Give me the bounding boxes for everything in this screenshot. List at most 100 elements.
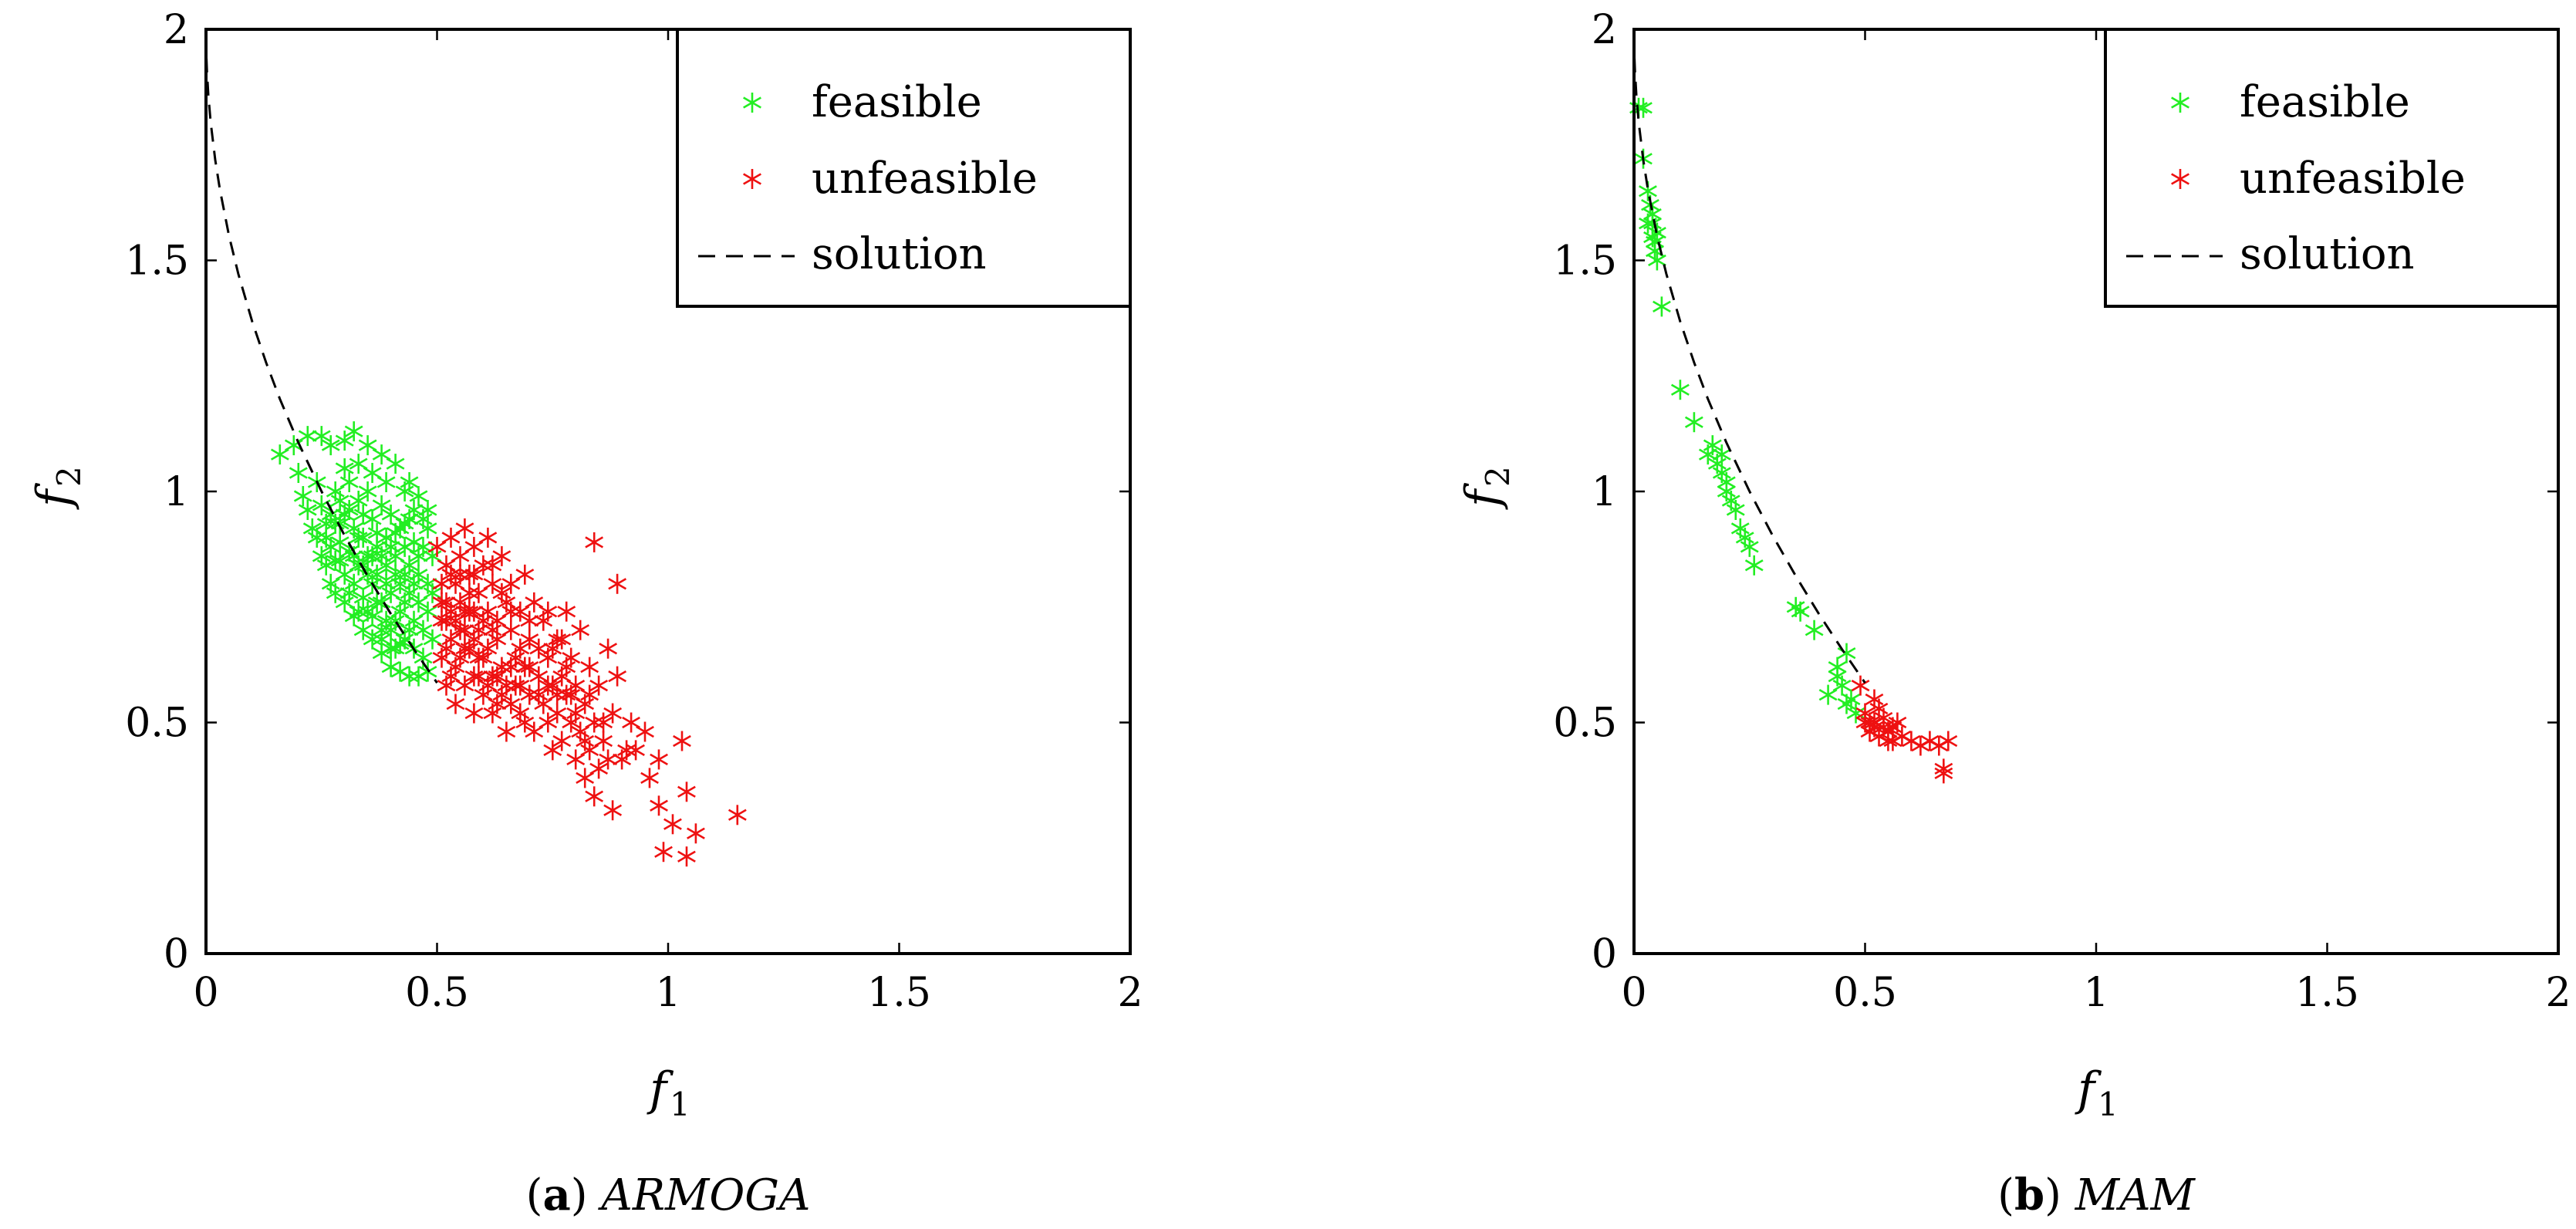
legend-unfeasible-marker-icon [2171,169,2189,189]
feasible-point [1646,231,1664,252]
unfeasible-point [529,638,549,659]
unfeasible-point [437,610,456,631]
plot-area-armoga [205,58,747,867]
feasible-point [349,491,368,511]
unfeasible-point [464,666,484,687]
feasible-point [289,463,308,483]
feasible-point [367,592,387,613]
unfeasible-point [599,749,618,770]
feasible-point [372,444,391,465]
x-tick-label: 1.5 [867,970,931,1016]
feasible-point [335,564,354,585]
unfeasible-point [464,629,484,650]
legend-feasible-marker-icon [2171,93,2189,113]
feasible-point [404,573,424,594]
unfeasible-point [594,731,613,751]
y-tick-label: 1 [1592,469,1617,515]
unfeasible-point [497,675,516,696]
feasible-point [418,601,437,622]
feasible-point [353,505,373,525]
feasible-point [316,527,336,548]
feasible-point [1805,620,1824,640]
feasible-point [386,610,405,631]
feasible-point [376,610,396,631]
feasible-point [298,426,317,447]
svg-text:1: 1 [670,1086,690,1123]
unfeasible-point [728,805,747,826]
feasible-point [339,500,359,520]
unfeasible-point [488,666,507,687]
feasible-point [358,435,377,456]
feasible-point [386,454,405,474]
feasible-point [395,564,414,585]
feasible-point [367,522,387,543]
axis-ticks-mam: 0 0.5 1 1.5 2 0 0.5 1 1.5 2 [1553,7,2571,1016]
unfeasible-point [589,758,609,779]
feasible-point [353,620,373,640]
unfeasible-point [515,657,535,677]
caption-mam: (b) MAM [1997,1170,2196,1221]
unfeasible-point [525,592,544,613]
feasible-point [284,435,303,456]
panel-armoga: 0 0.5 1 1.5 2 0 0.5 1 1.5 2 feasible unfeasible s… [27,7,1143,1221]
unfeasible-point [478,675,498,696]
unfeasible-point [585,786,604,807]
unfeasible-point [478,527,498,548]
unfeasible-point [492,582,511,603]
unfeasible-point [571,620,590,640]
feasible-point [339,582,359,603]
feasible-point [330,513,349,534]
feasible-point [1837,694,1856,714]
unfeasible-point [608,666,627,687]
x-tick-label: 1 [2083,970,2108,1016]
unfeasible-point [566,749,586,770]
unfeasible-point [497,721,516,742]
feasible-point [326,582,345,603]
unfeasible-point [603,703,623,724]
unfeasible-point [585,712,604,733]
legend-box-armoga [676,28,1132,308]
y-tick-label: 2 [164,7,189,53]
feasible-point [1726,500,1745,520]
unfeasible-point [469,582,488,603]
feasible-point [1670,380,1690,400]
unfeasible-point [557,684,576,705]
unfeasible-point [460,601,479,622]
unfeasible-point [636,721,654,742]
feasible-point [1712,444,1731,465]
unfeasible-point [488,694,507,714]
feasible-point [358,481,377,501]
feasible-point [353,527,373,548]
legend-mam: feasible unfeasible solution [2104,28,2560,308]
unfeasible-point [626,740,645,761]
unfeasible-point [663,814,682,835]
feasible-point [1846,703,1865,724]
unfeasible-point [511,638,530,659]
unfeasible-point [460,564,479,585]
feasible-point [335,430,354,451]
feasible-point [349,601,368,622]
feasible-point [270,444,289,465]
feasible-point [372,629,391,650]
axis-ticks-armoga: 0 0.5 1 1.5 2 0 0.5 1 1.5 2 [125,7,1143,1016]
unfeasible-point [432,610,451,631]
feasible-point [326,481,345,501]
x-axis-label-mam: f 1 [2075,1062,2119,1123]
unfeasible-point [687,823,705,844]
unfeasible-point [520,684,539,705]
unfeasible-point [552,629,572,650]
feasible-point [358,601,377,622]
unfeasible-point [594,712,613,733]
unfeasible-point [548,684,567,705]
unfeasible-point [441,527,461,548]
feasible-point [376,472,396,492]
feasible-point [1703,435,1722,456]
feasible-point [330,550,349,571]
y-tick-label: 1.5 [1553,238,1617,285]
unfeasible-point [622,712,640,733]
feasible-point [335,458,354,478]
unfeasible-point [1879,731,1898,751]
feasible-point [1791,601,1810,622]
unfeasible-point [1939,731,1958,751]
